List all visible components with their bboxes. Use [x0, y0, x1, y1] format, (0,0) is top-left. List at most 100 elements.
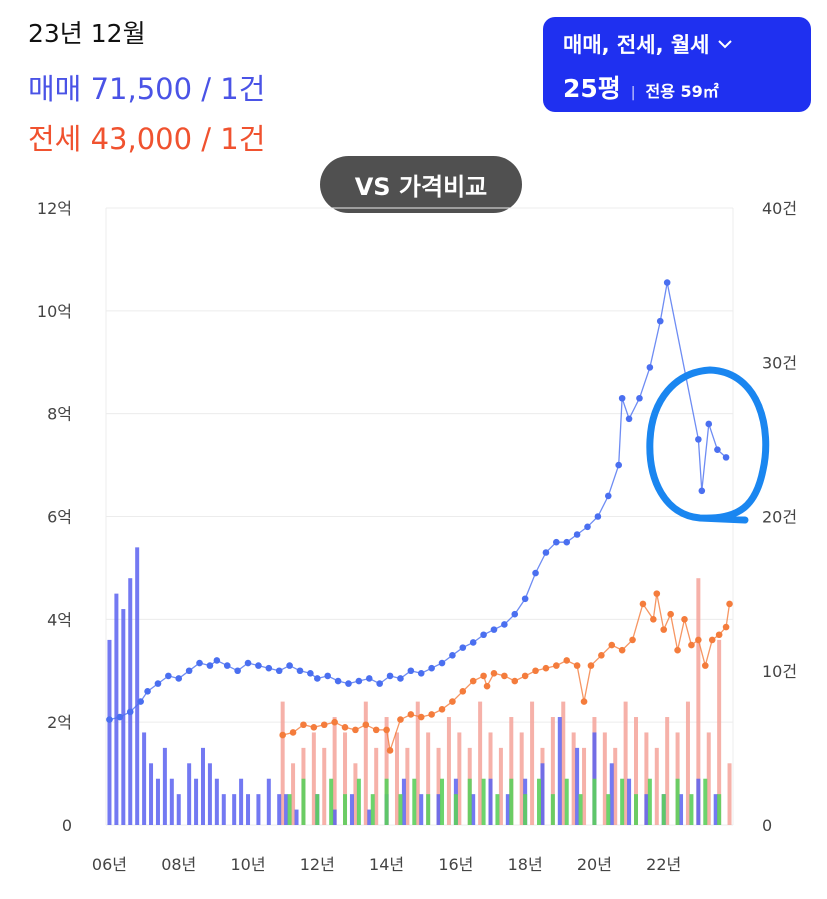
series-line-lease	[282, 593, 731, 751]
volume-bar-sale	[557, 717, 562, 825]
volume-bar-sale	[696, 778, 701, 825]
volume-bar-sale	[488, 778, 493, 825]
volume-bar-lease	[446, 717, 451, 825]
data-point-lease	[653, 590, 661, 597]
volume-bar-lease	[322, 747, 327, 825]
data-point-sale	[386, 672, 394, 680]
y-right-tick-label: 0	[762, 816, 772, 835]
volume-bar-sale	[169, 778, 174, 825]
volume-bar-lease	[332, 717, 337, 825]
volume-bar-lease	[509, 717, 514, 825]
volume-bar-rent	[509, 778, 514, 825]
data-point-lease	[674, 646, 681, 654]
data-point-sale	[376, 680, 383, 687]
data-point-sale	[698, 487, 706, 495]
volume-bar-lease	[561, 701, 566, 825]
data-point-sale	[646, 364, 654, 371]
volume-bar-rent	[634, 794, 639, 825]
volume-bar-sale	[419, 794, 424, 825]
volume-bar-sale	[128, 578, 133, 825]
volume-bar-sale	[540, 763, 545, 825]
volume-bar-rent	[384, 778, 389, 825]
trade-type-filter-button[interactable]: 매매, 전세, 월세 25평 | 전용 59㎡	[543, 17, 811, 112]
data-point-sale	[314, 675, 321, 682]
volume-bar-sale	[194, 778, 199, 825]
data-point-lease	[449, 698, 456, 705]
volume-bar-rent	[356, 778, 361, 825]
volume-bar-lease	[623, 701, 628, 825]
lease-price-label: 전세 43,000 / 1건	[28, 122, 266, 156]
data-point-sale	[511, 610, 519, 618]
data-point-sale	[196, 659, 203, 667]
volume-bar-rent	[550, 794, 555, 825]
volume-bar-sale	[107, 639, 112, 825]
y-left-tick-label: 6억	[47, 508, 72, 527]
volume-bar-sale	[332, 809, 337, 825]
data-point-sale	[206, 662, 214, 669]
volume-bar-lease	[457, 732, 462, 825]
area-label: 전용 59㎡	[645, 82, 719, 101]
data-point-sale	[126, 708, 134, 716]
volume-bar-sale	[661, 794, 666, 825]
volume-bar-sale	[471, 794, 476, 825]
volume-bar-sale	[384, 794, 389, 825]
volume-bar-sale	[367, 809, 372, 825]
volume-bar-lease	[727, 763, 732, 825]
y-left-tick-label: 12억	[37, 199, 72, 218]
volume-bar-lease	[384, 717, 389, 825]
volume-bar-sale	[135, 547, 140, 825]
volume-bar-rent	[481, 778, 486, 825]
volume-bar-sale	[315, 794, 320, 825]
data-point-sale	[459, 644, 467, 651]
x-tick-label: 10년	[230, 855, 265, 874]
volume-bar-lease	[363, 701, 368, 825]
volume-bar-rent	[453, 794, 458, 825]
volume-bar-rent	[523, 794, 528, 825]
volume-bar-sale	[644, 794, 649, 825]
data-point-sale	[116, 713, 124, 721]
data-point-sale	[449, 652, 456, 659]
data-point-sale	[365, 675, 373, 682]
volume-bar-sale	[679, 794, 684, 825]
data-point-lease	[483, 682, 491, 690]
period-label: 23년 12월	[28, 19, 146, 48]
data-point-sale	[705, 420, 713, 428]
data-point-sale	[714, 446, 721, 453]
volume-bar-sale	[436, 794, 441, 825]
trade-types-label: 매매, 전세, 월세	[563, 33, 710, 57]
data-point-lease	[300, 721, 307, 729]
volume-bar-rent	[329, 778, 334, 825]
volume-bar-lease	[706, 732, 711, 825]
volume-bar-sale	[277, 794, 282, 825]
volume-bar-lease	[374, 747, 379, 825]
data-point-sale	[255, 662, 262, 669]
data-point-sale	[265, 664, 273, 672]
volume-bar-sale	[266, 778, 271, 825]
data-point-lease	[428, 711, 435, 718]
volume-bar-sale	[114, 593, 119, 825]
volume-bar-rent	[592, 778, 597, 825]
y-right-tick-label: 10건	[762, 662, 797, 681]
volume-bar-lease	[301, 747, 306, 825]
data-point-sale	[438, 659, 446, 667]
volume-bar-sale	[207, 763, 212, 825]
volume-bar-lease	[478, 701, 483, 825]
volume-bar-lease	[467, 747, 472, 825]
data-point-sale	[636, 394, 643, 402]
data-point-sale	[584, 523, 591, 531]
volume-bar-sale	[609, 763, 614, 825]
data-point-sale	[165, 672, 172, 680]
data-point-sale	[480, 631, 487, 639]
data-point-sale	[286, 662, 293, 669]
data-point-sale	[490, 626, 498, 633]
volume-bar-lease	[571, 732, 576, 825]
volume-bar-rent	[537, 778, 542, 825]
data-point-sale	[695, 436, 702, 443]
volume-bar-lease	[550, 717, 555, 825]
data-point-sale	[213, 657, 221, 664]
sale-price-label: 매매 71,500 / 1건	[28, 72, 266, 106]
volume-bar-rent	[370, 794, 375, 825]
vs-compare-button[interactable]: VS 가격비교	[320, 156, 522, 213]
data-point-sale	[469, 639, 477, 646]
data-point-lease	[598, 652, 605, 659]
